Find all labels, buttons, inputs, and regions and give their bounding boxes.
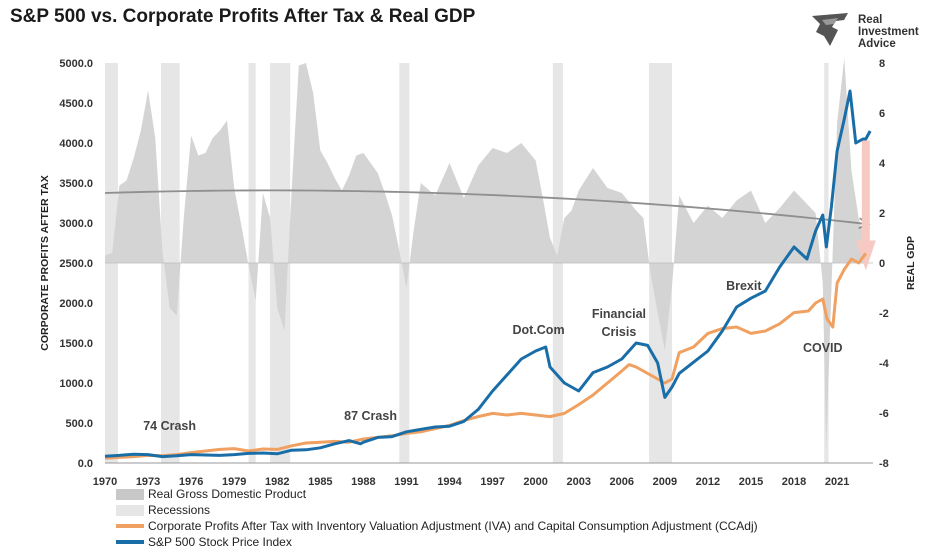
brand-line-3: Advice <box>858 38 896 50</box>
x-tick-1988: 1988 <box>351 476 375 486</box>
y-tick-8: 4000.0 <box>59 138 93 150</box>
annotation-financial: Financial <box>592 307 646 321</box>
gdp-area <box>105 58 866 451</box>
legend-swatch-profits <box>116 524 144 528</box>
y-tick-6: 3000.0 <box>59 218 93 230</box>
x-tick-1979: 1979 <box>222 476 246 486</box>
x-tick-2015: 2015 <box>739 476 763 486</box>
x-tick-1976: 1976 <box>179 476 203 486</box>
x-tick-1994: 1994 <box>437 476 462 486</box>
x-tick-1970: 1970 <box>93 476 117 486</box>
legend-label-sp500: S&P 500 Stock Price Index <box>148 535 292 549</box>
gdp-area-group <box>105 58 866 451</box>
x-tick-1973: 1973 <box>136 476 160 486</box>
y2-axis-label: REAL GDP <box>905 236 917 290</box>
x-tick-2006: 2006 <box>610 476 634 486</box>
y-axis-label: CORPORATE PROFITS AFTER TAX <box>39 175 51 350</box>
y-tick-10: 5000.0 <box>59 58 93 70</box>
brand-name: Real Investment Advice <box>858 14 919 50</box>
x-tick-2012: 2012 <box>696 476 720 486</box>
x-tick-1982: 1982 <box>265 476 289 486</box>
y2-tick-0: -8 <box>879 458 889 470</box>
y2-tick-8: 8 <box>879 58 885 70</box>
y2-tick-6: 4 <box>879 158 886 170</box>
legend-label-recessions: Recessions <box>148 503 211 517</box>
legend-label-profits: Corporate Profits After Tax with Invento… <box>148 519 758 533</box>
y-tick-9: 4500.0 <box>59 98 93 110</box>
chart-plot: 1970 1973 1976 1979 1982 1985 1988 1991 1994 1997… <box>39 58 917 486</box>
gdp-trend-line <box>104 189 866 225</box>
y-tick-2: 1000.0 <box>59 378 93 390</box>
y2-tick-1: -6 <box>879 408 889 420</box>
legend-item-recessions: Recessions <box>116 502 758 518</box>
decline-arrow <box>855 140 876 271</box>
x-tick-1997: 1997 <box>480 476 504 486</box>
axes-group <box>105 262 873 464</box>
tick-labels: 1970 1973 1976 1979 1982 1985 1988 1991 1994 1997… <box>59 58 889 486</box>
brand-line-1: Real <box>858 14 883 26</box>
profits-line <box>104 252 868 460</box>
y2-tick-3: -2 <box>879 308 889 320</box>
legend-item-gdp: Real Gross Domestic Product <box>116 486 758 502</box>
x-tick-1991: 1991 <box>394 476 418 486</box>
annotation-brexit: Brexit <box>726 279 762 293</box>
annotation-87-crash: 87 Crash <box>344 409 397 423</box>
brand-logo: Real Investment Advice <box>808 10 933 52</box>
y-tick-0: 0.0 <box>78 458 93 470</box>
legend-swatch-recessions <box>116 504 144 516</box>
y-tick-4: 2000.0 <box>59 298 93 310</box>
y-tick-7: 3500.0 <box>59 178 93 190</box>
y-tick-1: 500.0 <box>65 418 93 430</box>
legend: Real Gross Domestic Product Recessions C… <box>116 486 758 550</box>
y-tick-3: 1500.0 <box>59 338 93 350</box>
y-tick-5: 2500.0 <box>59 258 93 270</box>
y2-tick-4: 0 <box>879 258 885 270</box>
trend-group <box>104 140 876 271</box>
x-tick-1985: 1985 <box>308 476 332 486</box>
legend-label-gdp: Real Gross Domestic Product <box>148 487 307 501</box>
x-tick-2000: 2000 <box>523 476 547 486</box>
chart-title: S&P 500 vs. Corporate Profits After Tax … <box>10 6 476 27</box>
legend-item-sp500: S&P 500 Stock Price Index <box>116 534 758 550</box>
y2-tick-2: -4 <box>879 358 890 370</box>
legend-item-profits: Corporate Profits After Tax with Invento… <box>116 518 758 534</box>
y2-tick-5: 2 <box>879 208 885 220</box>
eagle-logo-icon <box>812 13 848 46</box>
legend-swatch-gdp <box>116 488 144 500</box>
legend-swatch-sp500 <box>116 540 144 544</box>
annotations-group: 74 Crash 87 Crash Dot.Com Financial Crisis Br… <box>143 279 842 433</box>
y2-tick-7: 6 <box>879 108 885 120</box>
annotation-74-crash: 74 Crash <box>143 419 196 433</box>
brand-line-2: Investment <box>858 26 919 38</box>
sp500-line <box>104 89 872 459</box>
annotation-dotcom: Dot.Com <box>512 323 564 337</box>
x-tick-2009: 2009 <box>653 476 677 486</box>
annotation-covid: COVID <box>803 341 843 355</box>
x-tick-2003: 2003 <box>566 476 590 486</box>
x-tick-2018: 2018 <box>782 476 806 486</box>
series-lines <box>104 89 872 460</box>
x-tick-2021: 2021 <box>825 476 849 486</box>
annotation-crisis: Crisis <box>602 325 637 339</box>
